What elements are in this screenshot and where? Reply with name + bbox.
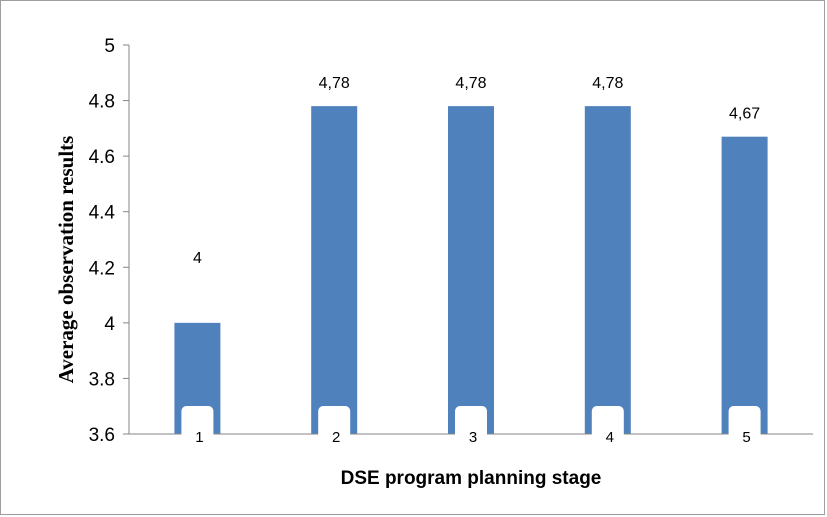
category-label-box: [728, 406, 761, 442]
y-tick-label: 4.2: [89, 258, 115, 279]
x-tick-label: 3: [469, 429, 477, 446]
data-label: 4,78: [319, 75, 350, 92]
bar: [584, 106, 631, 434]
x-axis-title: DSE program planning stage: [341, 468, 602, 489]
y-axis-title: Average observation results: [54, 136, 78, 384]
category-label-box: [455, 406, 487, 442]
category-label-box: [591, 406, 624, 442]
y-tick-label: 3.8: [89, 369, 115, 390]
x-tick-label: 1: [195, 429, 203, 446]
data-label: 4,78: [592, 75, 623, 92]
bar: [721, 136, 768, 434]
y-tick-label: 4.4: [89, 203, 116, 224]
y-tick-label: 5: [104, 36, 115, 57]
y-tick-label: 4: [104, 314, 115, 335]
data-label: 4: [193, 250, 202, 267]
x-tick-label: 5: [742, 429, 750, 446]
data-labels: 4 4,78 4,78 4,78 4,67: [193, 75, 760, 267]
y-axis: 3.6 3.8 4 4.2 4.4 4.6 4.8 5: [89, 36, 130, 446]
x-tick-label: 4: [606, 429, 614, 446]
category-label-box: [318, 406, 351, 442]
y-tick-label: 4.8: [89, 92, 115, 113]
x-axis: 1 2 3 4 5: [129, 406, 813, 446]
x-tick-label: 2: [332, 429, 340, 446]
bar: [448, 106, 494, 434]
category-label-box: [181, 406, 214, 442]
data-label: 4,67: [729, 106, 760, 123]
bars: [174, 106, 768, 434]
bar: [311, 106, 358, 434]
data-label: 4,78: [455, 75, 486, 92]
y-tick-label: 3.6: [89, 425, 115, 446]
y-tick-label: 4.6: [89, 147, 115, 168]
